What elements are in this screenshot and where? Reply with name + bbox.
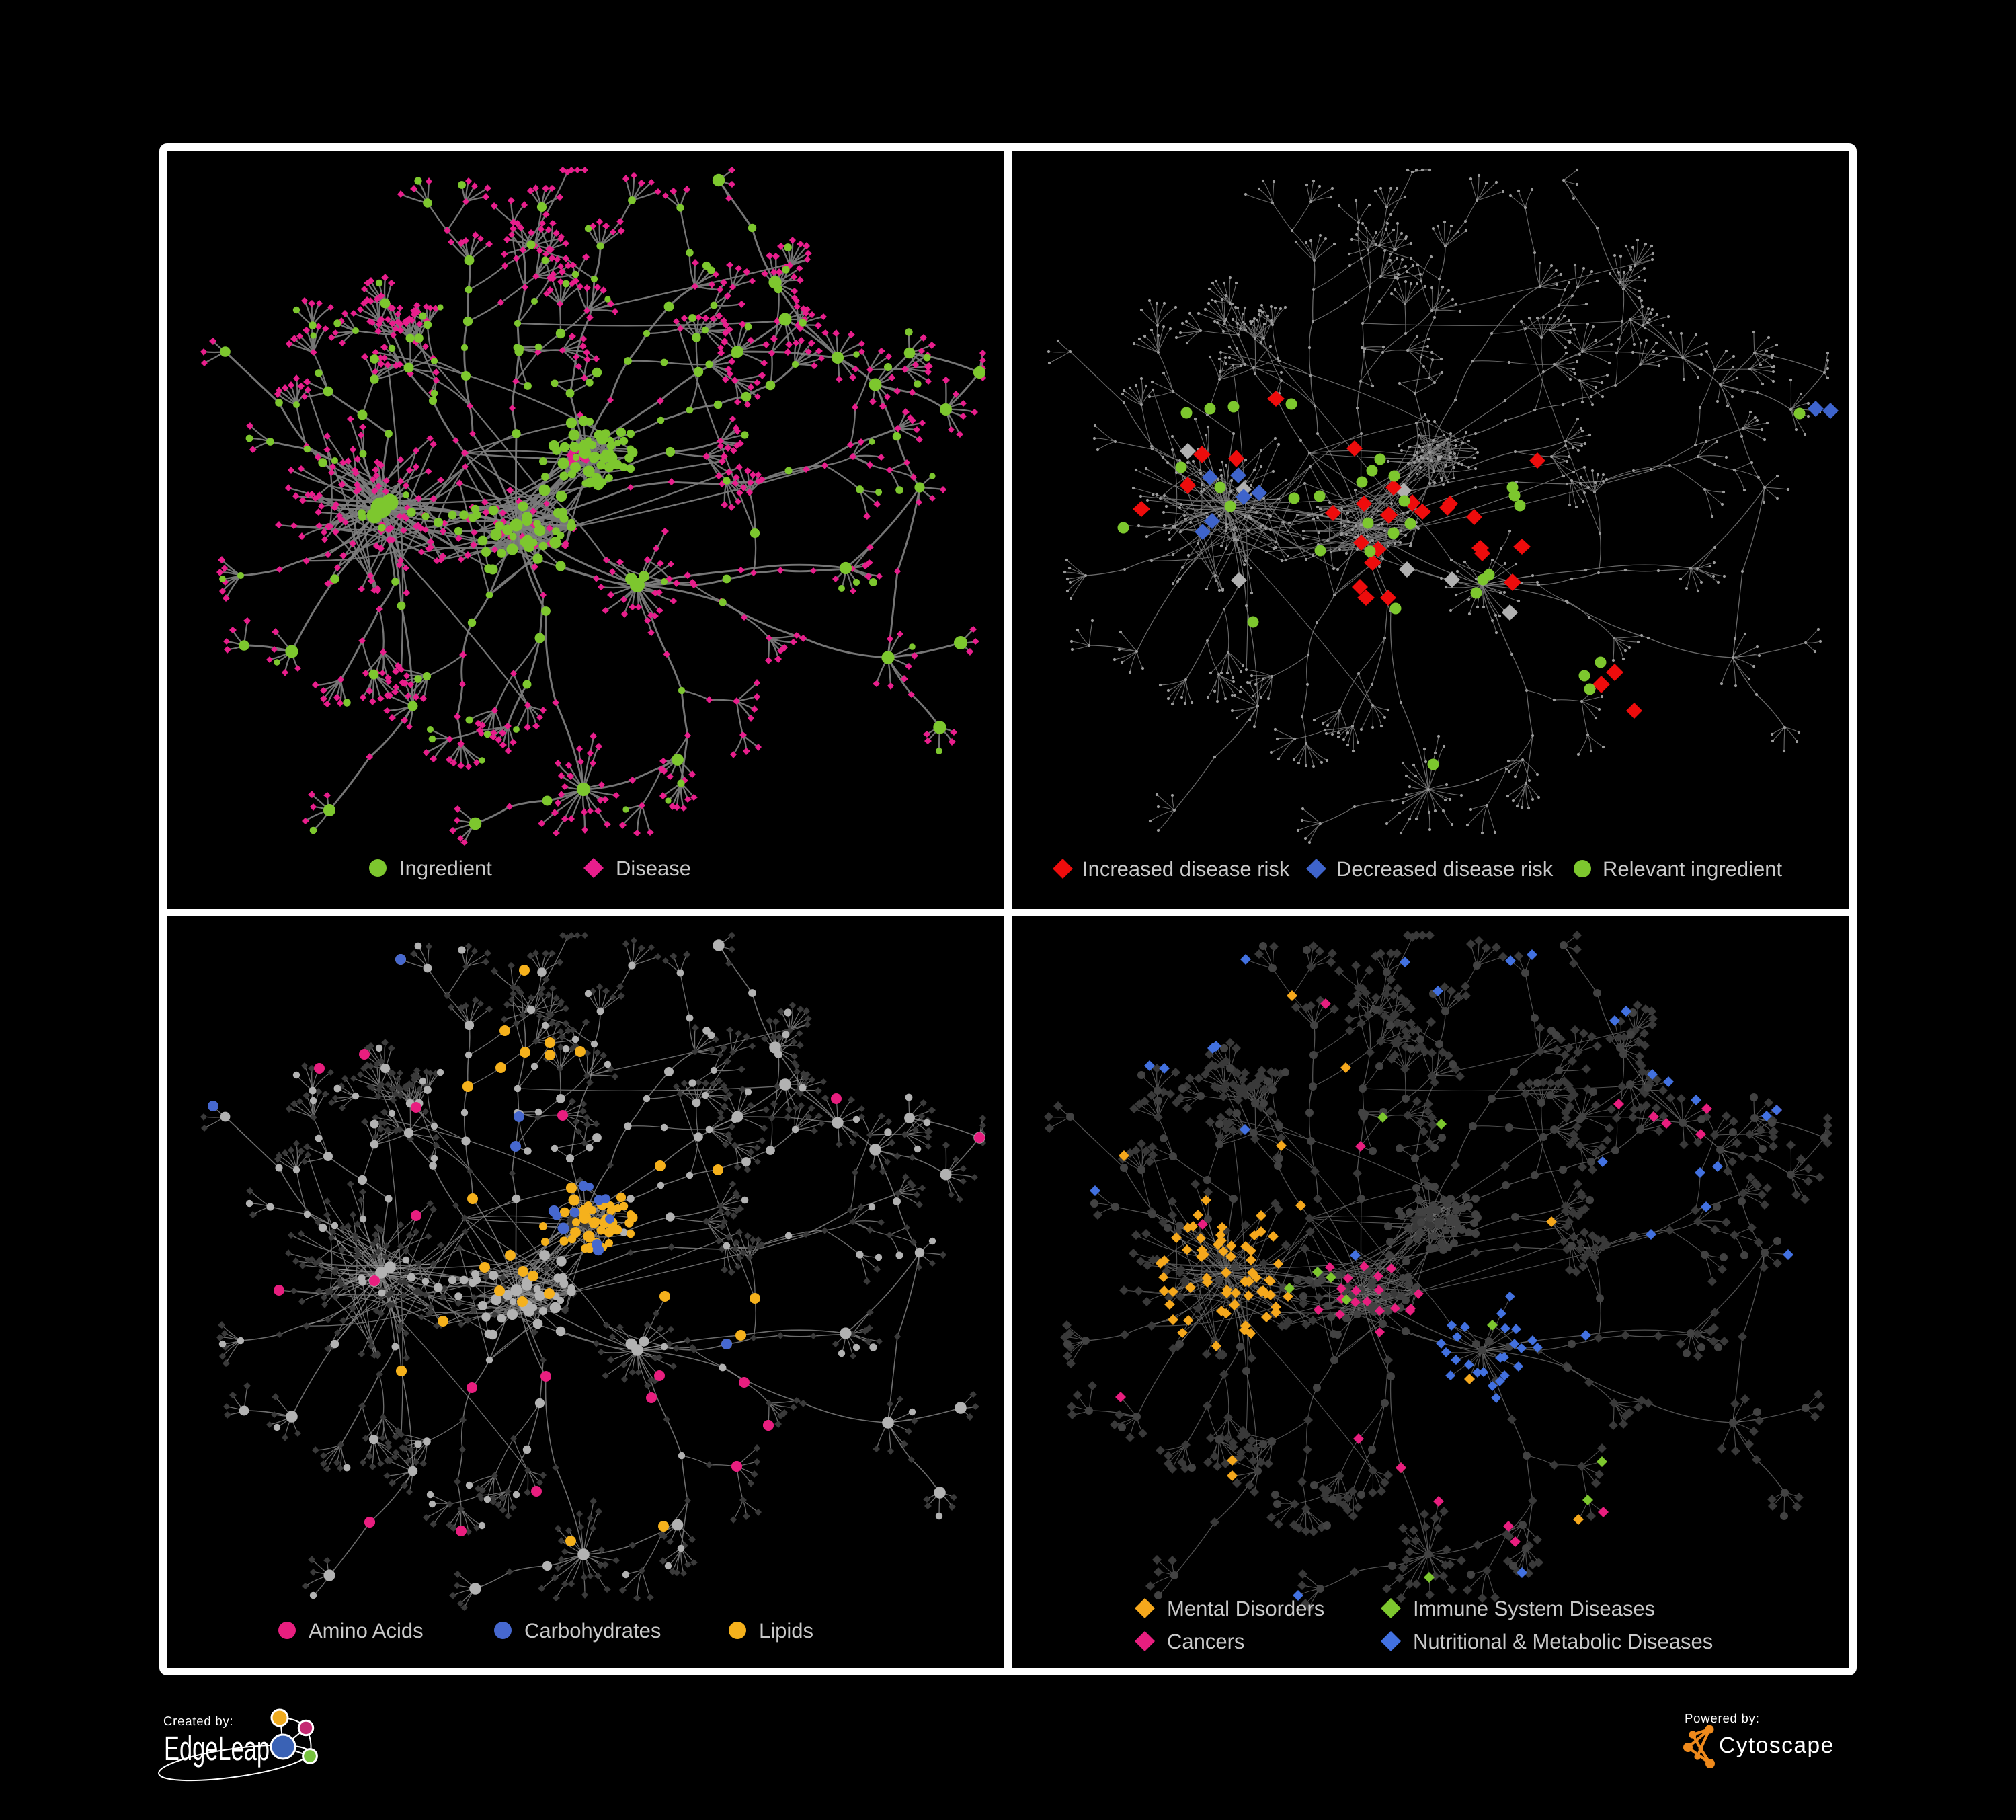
svg-text:Ingredient: Ingredient	[399, 857, 492, 880]
svg-text:Created by:: Created by:	[163, 1714, 233, 1728]
svg-text:Cytoscape: Cytoscape	[1719, 1733, 1834, 1758]
svg-text:Disease: Disease	[616, 857, 691, 880]
svg-text:Mental Disorders: Mental Disorders	[1167, 1597, 1324, 1620]
svg-text:Cancers: Cancers	[1167, 1630, 1244, 1653]
svg-text:Nutritional & Metabolic Diseas: Nutritional & Metabolic Diseases	[1413, 1630, 1713, 1653]
svg-text:Immune System Diseases: Immune System Diseases	[1413, 1597, 1655, 1620]
svg-text:EdgeLeap: EdgeLeap	[164, 1729, 270, 1768]
svg-text:Increased disease risk: Increased disease risk	[1082, 857, 1290, 881]
svg-text:Relevant ingredient: Relevant ingredient	[1603, 857, 1783, 881]
svg-text:Lipids: Lipids	[759, 1619, 813, 1643]
svg-text:Powered by:: Powered by:	[1685, 1711, 1760, 1725]
svg-text:Decreased disease risk: Decreased disease risk	[1336, 857, 1554, 881]
svg-text:Carbohydrates: Carbohydrates	[524, 1619, 661, 1643]
svg-text:Amino Acids: Amino Acids	[309, 1619, 424, 1643]
